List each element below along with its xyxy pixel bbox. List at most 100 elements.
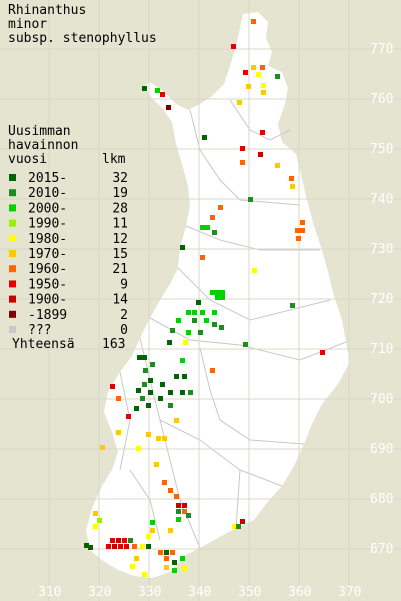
observation-marker — [200, 310, 205, 315]
observation-marker — [248, 197, 253, 202]
observation-marker — [155, 88, 160, 93]
y-axis-tick-label: 760 — [370, 92, 393, 107]
observation-marker — [240, 160, 245, 165]
observation-marker — [146, 544, 151, 549]
observation-marker — [160, 92, 165, 97]
observation-marker — [142, 572, 147, 577]
observation-marker — [176, 517, 181, 522]
observation-marker — [246, 84, 251, 89]
legend-year-label: 2000- — [28, 201, 67, 216]
x-axis-tick-label: 320 — [88, 585, 111, 600]
legend-heading: Uusimman — [8, 124, 71, 139]
observation-marker — [137, 355, 142, 360]
observation-marker — [164, 550, 169, 555]
observation-marker — [88, 545, 93, 550]
legend-year-label: 1960- — [28, 262, 67, 277]
observation-marker — [261, 90, 266, 95]
legend-swatch — [9, 295, 16, 303]
observation-marker — [300, 228, 305, 233]
legend-count: 11 — [112, 217, 128, 232]
observation-marker — [128, 538, 133, 543]
legend-count: 9 — [120, 277, 128, 292]
x-axis-tick-label: 370 — [338, 585, 361, 600]
legend-col-count: lkm — [102, 152, 126, 167]
observation-marker — [237, 100, 242, 105]
observation-marker — [116, 430, 121, 435]
legend-count: 0 — [120, 323, 128, 338]
observation-marker — [170, 550, 175, 555]
observation-marker — [126, 414, 131, 419]
observation-marker — [97, 518, 102, 523]
observation-marker — [168, 403, 173, 408]
observation-marker — [176, 509, 181, 514]
legend-count: 14 — [112, 293, 128, 308]
x-axis-tick-label: 310 — [38, 585, 61, 600]
y-axis-tick-label: 740 — [370, 192, 393, 207]
y-axis-tick-label: 750 — [370, 142, 393, 157]
species-name: Rhinanthus — [8, 3, 86, 18]
legend-year-label: 2015- — [28, 171, 67, 186]
observation-marker — [84, 543, 89, 548]
observation-marker — [162, 436, 167, 441]
observation-marker — [164, 556, 169, 561]
y-axis-tick-label: 710 — [370, 342, 393, 357]
legend-total-count: 163 — [102, 337, 125, 352]
observation-marker — [93, 524, 98, 529]
observation-marker — [220, 295, 225, 300]
axis-labels: 310 320 330 340 350 360 3707707607507407307207… — [38, 42, 393, 600]
x-axis-tick-label: 350 — [238, 585, 261, 600]
legend-year-label: 1990- — [28, 217, 67, 232]
legend-year-label: 1950- — [28, 277, 67, 292]
x-axis-tick-label: 340 — [188, 585, 211, 600]
observation-marker — [132, 544, 137, 549]
observation-marker — [210, 368, 215, 373]
observation-marker — [289, 176, 294, 181]
observation-marker — [112, 544, 117, 549]
observation-marker — [134, 406, 139, 411]
observation-marker — [158, 396, 163, 401]
legend-swatch — [9, 265, 16, 273]
legend-year-label: ??? — [28, 323, 51, 338]
observation-marker — [192, 310, 197, 315]
legend-count: 19 — [112, 186, 128, 201]
observation-marker — [174, 494, 179, 499]
legend-count: 15 — [112, 247, 128, 262]
observation-marker — [136, 388, 141, 393]
observation-marker — [142, 355, 147, 360]
observation-marker — [158, 550, 163, 555]
legend: Uusimman havainnon vuosi lkm 2015- 32 2010… — [8, 124, 128, 352]
observation-marker — [174, 374, 179, 379]
legend-heading: havainnon — [8, 138, 78, 153]
observation-marker — [186, 513, 191, 518]
observation-marker — [140, 396, 145, 401]
observation-marker — [186, 310, 191, 315]
observation-marker — [243, 342, 248, 347]
observation-marker — [215, 290, 220, 295]
y-axis-tick-label: 770 — [370, 42, 393, 57]
observation-marker — [100, 445, 105, 450]
observation-marker — [162, 480, 167, 485]
observation-marker — [252, 268, 257, 273]
observation-marker — [192, 318, 197, 323]
observation-marker — [174, 418, 179, 423]
observation-marker — [198, 330, 203, 335]
observation-marker — [170, 328, 175, 333]
observation-marker — [176, 503, 181, 508]
legend-swatch — [9, 204, 16, 212]
x-axis-tick-label: 360 — [288, 585, 311, 600]
species-epithet: minor — [8, 17, 47, 32]
y-axis-tick-label: 730 — [370, 242, 393, 257]
observation-marker — [180, 358, 185, 363]
observation-marker — [93, 511, 98, 516]
observation-marker — [212, 230, 217, 235]
observation-marker — [180, 556, 185, 561]
observation-marker — [296, 236, 301, 241]
observation-marker — [164, 565, 169, 570]
observation-marker — [236, 524, 241, 529]
observation-marker — [220, 290, 225, 295]
observation-marker — [160, 382, 165, 387]
observation-marker — [260, 130, 265, 135]
observation-marker — [231, 44, 236, 49]
observation-marker — [215, 295, 220, 300]
